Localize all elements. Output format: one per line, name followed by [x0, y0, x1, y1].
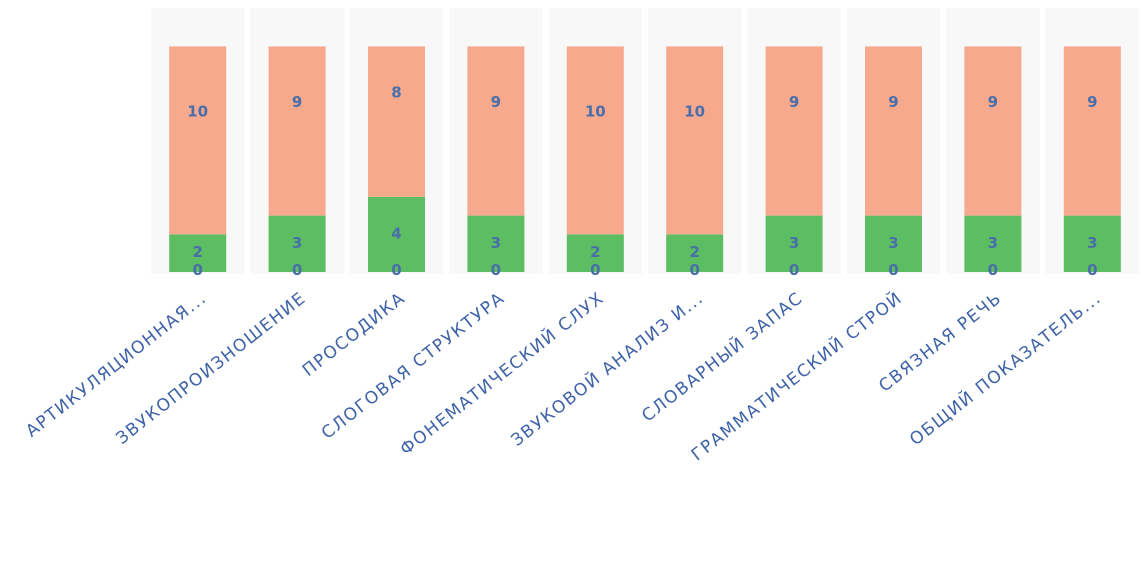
data-label: 3 — [988, 234, 998, 252]
bar-segment-s1 — [467, 215, 525, 272]
data-label: 9 — [1087, 93, 1097, 111]
bar-segment-s1 — [666, 234, 724, 272]
bar-segment-s2 — [566, 46, 624, 235]
bar-segment-s2 — [268, 46, 326, 216]
bar-segment-s1 — [865, 215, 922, 272]
data-label: 10 — [585, 102, 606, 120]
data-label: 0 — [888, 261, 898, 279]
data-label: 0 — [491, 261, 501, 279]
bar-segment-s2 — [169, 46, 227, 235]
bar-segment-s1 — [765, 215, 823, 272]
data-label: 10 — [187, 102, 208, 120]
data-label: 0 — [391, 261, 401, 279]
data-label: 0 — [689, 261, 699, 279]
data-label: 4 — [391, 224, 401, 242]
data-label: 8 — [391, 84, 401, 102]
data-label: 0 — [192, 261, 202, 279]
bar-segment-s2 — [467, 46, 525, 216]
data-label: 0 — [292, 261, 302, 279]
bar-segment-s1 — [368, 196, 425, 272]
category-label: ОБЩИЙ ПОКАЗАТЕЛЬ... — [905, 287, 1105, 450]
data-label: 9 — [789, 93, 799, 111]
bar-segment-s1 — [169, 234, 227, 272]
category-label: ГРАММАТИЧЕСКИЙ СТРОЙ — [687, 287, 907, 466]
data-label: 9 — [292, 93, 302, 111]
category-label: ЗВУКОВОЙ АНАЛИЗ И... — [506, 287, 707, 451]
data-label: 0 — [1087, 261, 1097, 279]
data-label: 9 — [888, 93, 898, 111]
data-label: 2 — [590, 243, 600, 261]
category-label: ФОНЕМАТИЧЕСКИЙ СЛУХ — [395, 287, 608, 460]
bar-segment-s2 — [964, 46, 1022, 216]
data-label: 3 — [491, 234, 501, 252]
category-label: СЛОГОВАЯ СТРУКТУРА — [318, 288, 509, 443]
bar-segment-s2 — [1063, 46, 1121, 216]
category-label: ПРОСОДИКА — [299, 288, 410, 381]
data-label: 3 — [789, 234, 799, 252]
bar-group — [169, 46, 1121, 272]
data-label: 9 — [988, 93, 998, 111]
bar-segment-s2 — [666, 46, 724, 235]
category-labels: АРТИКУЛЯЦИОННАЯ...ЗВУКОПРОИЗНОШЕНИЕПРОСО… — [22, 287, 1105, 466]
data-label: 3 — [888, 234, 898, 252]
data-label: 0 — [789, 261, 799, 279]
bar-segment-s1 — [1063, 215, 1121, 272]
data-label: 3 — [1087, 234, 1097, 252]
data-label: 3 — [292, 234, 302, 252]
data-label: 9 — [491, 93, 501, 111]
data-label: 0 — [590, 261, 600, 279]
bar-segment-s1 — [268, 215, 326, 272]
data-label: 0 — [988, 261, 998, 279]
category-label: ЗВУКОПРОИЗНОШЕНИЕ — [112, 288, 310, 449]
bar-segment-s2 — [865, 46, 922, 216]
category-label: АРТИКУЛЯЦИОННАЯ... — [22, 288, 210, 441]
data-label: 2 — [689, 243, 699, 261]
bar-segment-s1 — [566, 234, 624, 272]
category-label: СЛОВАРНЫЙ ЗАПАС — [637, 287, 807, 427]
bar-segment-s2 — [368, 46, 425, 197]
bar-segment-s2 — [765, 46, 823, 216]
data-label: 10 — [684, 102, 705, 120]
data-label: 2 — [192, 243, 202, 261]
bar-segment-s1 — [964, 215, 1022, 272]
